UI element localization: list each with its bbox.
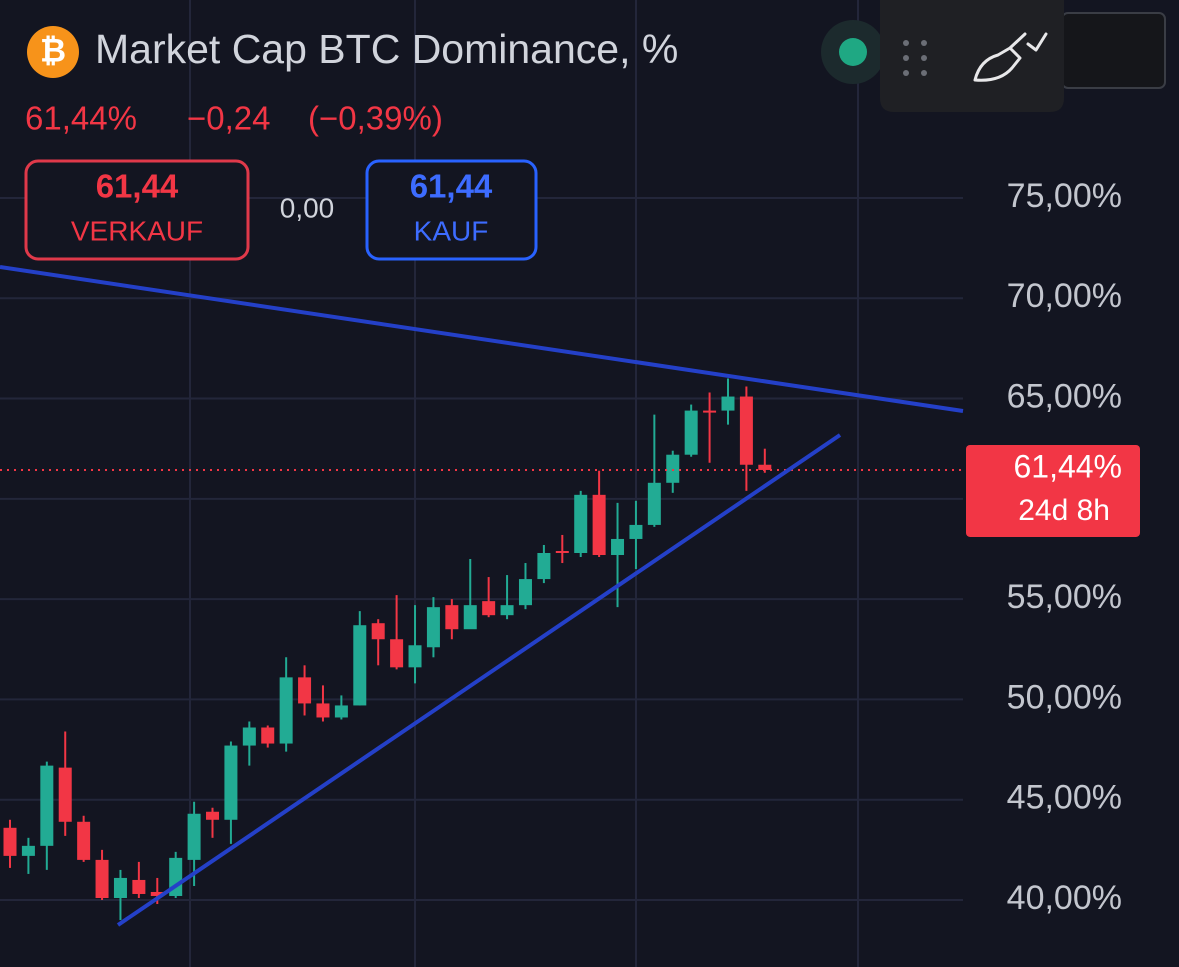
candle-body <box>150 891 164 896</box>
candle-body <box>206 811 220 820</box>
candle-body <box>611 538 625 556</box>
candle-body <box>721 396 735 411</box>
candle-body <box>279 677 293 744</box>
candle-body <box>21 845 35 856</box>
y-tick-label: 75,00% <box>1007 177 1122 215</box>
candle-body <box>316 703 330 718</box>
candle-body <box>334 705 348 718</box>
candle-body <box>3 827 17 856</box>
candle-body <box>58 767 72 822</box>
quote-change-pct: (−0,39%) <box>308 100 443 137</box>
sell-label: VERKAUF <box>71 215 203 246</box>
quote-change: −0,24 <box>187 100 271 137</box>
candle-body <box>224 745 238 820</box>
sell-price: 61,44 <box>96 168 179 205</box>
status-dot <box>839 38 867 66</box>
chart-title: Market Cap BTC Dominance, % <box>95 26 678 72</box>
trend-line <box>116 433 842 927</box>
toolbar-box[interactable] <box>1061 12 1166 89</box>
candle-body <box>95 859 109 899</box>
candle-body <box>242 727 256 746</box>
y-axis: 40,00%45,00%50,00%55,00%60,00%65,00%70,0… <box>966 177 1140 917</box>
candle-body <box>758 464 772 470</box>
candle-body <box>390 639 404 668</box>
brush-tool[interactable] <box>973 32 1048 82</box>
candle-body <box>40 765 54 846</box>
candle-body <box>187 813 201 860</box>
last-price-tag <box>966 444 1140 537</box>
candle-body <box>445 605 459 630</box>
y-tick-label: 55,00% <box>1007 578 1122 616</box>
candle-body <box>666 454 680 483</box>
y-tick-label: 70,00% <box>1007 277 1122 315</box>
candle-body <box>371 623 385 640</box>
buy-button[interactable] <box>365 159 538 261</box>
countdown-label: 24d 8h <box>1018 494 1110 527</box>
trend-line <box>0 265 964 413</box>
drawing-toolbar <box>880 0 1064 112</box>
candle-body <box>647 482 661 525</box>
candle-body <box>537 553 551 580</box>
y-tick-label: 45,00% <box>1007 779 1122 817</box>
candle-body <box>629 524 643 539</box>
buy-label: KAUF <box>414 215 489 246</box>
candle-body <box>113 877 127 899</box>
quote-price: 61,44% <box>25 100 137 137</box>
candle-body <box>555 550 569 554</box>
candle-body <box>703 410 717 413</box>
y-tick-label: 40,00% <box>1007 879 1122 917</box>
buy-price: 61,44 <box>410 168 493 205</box>
grid <box>0 0 963 967</box>
candle-body <box>408 645 422 668</box>
candle-body <box>298 677 312 704</box>
y-tick-label: 50,00% <box>1007 678 1122 716</box>
drag-handle[interactable] <box>903 40 927 76</box>
candle-body <box>574 494 588 554</box>
candle-body <box>592 494 606 556</box>
btc-icon <box>27 26 79 78</box>
y-tick-label: 65,00% <box>1007 378 1122 416</box>
sell-button[interactable] <box>24 159 250 261</box>
candle-body <box>482 601 496 616</box>
spread: 0,00 <box>280 192 335 223</box>
candle-body <box>739 396 753 465</box>
candle-body <box>261 727 275 744</box>
candle-body <box>353 625 367 706</box>
candle-body <box>518 579 532 606</box>
trend-lines <box>0 265 964 927</box>
last-price-label: 61,44% <box>1013 448 1122 484</box>
candle-body <box>463 605 477 630</box>
candle-body <box>77 821 91 860</box>
candle-body <box>500 605 514 616</box>
candle-body <box>426 607 440 648</box>
candles <box>0 378 963 921</box>
candle-body <box>684 410 698 455</box>
btc-icon-glyph: ₿ <box>40 32 66 68</box>
candle-body <box>132 879 146 894</box>
